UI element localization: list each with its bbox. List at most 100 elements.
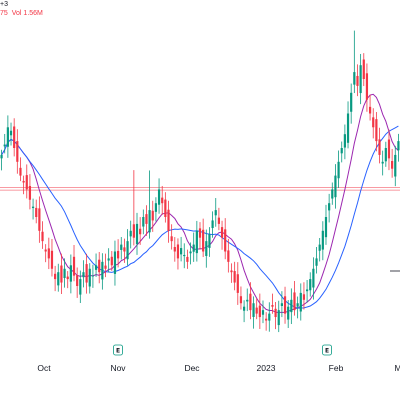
earnings-marker[interactable]: E bbox=[322, 344, 332, 356]
candle-body bbox=[38, 208, 41, 231]
candle-body bbox=[356, 75, 359, 86]
candle-body bbox=[227, 250, 230, 262]
candle-body bbox=[362, 59, 365, 79]
candle-body bbox=[236, 274, 239, 293]
candle-body bbox=[318, 244, 321, 251]
candle-body bbox=[154, 203, 158, 212]
candle-body bbox=[110, 256, 113, 266]
legend-values: 75 Vol 1.56M bbox=[0, 9, 45, 18]
candle-body bbox=[139, 228, 142, 235]
candle-body bbox=[224, 229, 227, 252]
candle-body bbox=[242, 306, 246, 311]
candle-body bbox=[69, 265, 72, 282]
candle-body bbox=[305, 289, 309, 292]
earnings-marker[interactable]: E bbox=[113, 344, 123, 356]
candle-body bbox=[331, 189, 334, 199]
candle-body bbox=[120, 244, 123, 250]
candle-body bbox=[372, 117, 375, 128]
candle-body bbox=[180, 248, 183, 255]
candle-body bbox=[101, 261, 104, 280]
candle-body bbox=[350, 92, 353, 112]
legend-change: +3 bbox=[0, 1, 8, 8]
candle-body bbox=[334, 175, 337, 198]
candle-body bbox=[208, 234, 211, 248]
candle-body bbox=[271, 305, 274, 307]
candle-body bbox=[94, 265, 98, 270]
candle-body bbox=[91, 275, 95, 277]
candle-body bbox=[387, 139, 391, 159]
candle-body bbox=[299, 292, 302, 312]
candle-body bbox=[176, 244, 180, 259]
candle-body bbox=[41, 231, 44, 242]
candle-body bbox=[107, 258, 110, 261]
candle-body bbox=[230, 270, 233, 273]
candle-body bbox=[22, 180, 25, 183]
earnings-badge[interactable] bbox=[113, 344, 123, 356]
candle-body bbox=[328, 203, 331, 211]
candle-body bbox=[76, 275, 79, 286]
candle-body bbox=[0, 154, 3, 159]
candle-body bbox=[142, 217, 145, 227]
legend-volume: Vol 1.56M bbox=[11, 10, 43, 17]
candle-body bbox=[353, 72, 356, 85]
candle-body bbox=[9, 130, 13, 136]
candle-body bbox=[337, 161, 340, 179]
candle-body bbox=[50, 250, 54, 269]
candle-body bbox=[368, 106, 372, 114]
candle-body bbox=[132, 224, 135, 238]
candle-body bbox=[391, 161, 394, 169]
candle-body bbox=[63, 268, 66, 278]
candle-body bbox=[104, 265, 107, 269]
candle-body bbox=[277, 310, 280, 326]
candle-body bbox=[19, 167, 22, 176]
candle-body bbox=[192, 244, 195, 252]
candle-body bbox=[135, 223, 139, 245]
x-axis: Oct Nov Dec 2023 Feb M bbox=[37, 363, 400, 373]
candle-body bbox=[343, 134, 346, 148]
candles bbox=[0, 30, 400, 333]
candle-body bbox=[186, 256, 189, 262]
candle-body bbox=[381, 161, 384, 164]
earnings-letter: E bbox=[325, 348, 329, 355]
candle-body bbox=[252, 303, 255, 317]
earnings-badge[interactable] bbox=[322, 344, 332, 356]
candle-body bbox=[239, 296, 243, 304]
candle-body bbox=[211, 220, 214, 229]
candle-body bbox=[384, 148, 387, 162]
candle-body bbox=[309, 279, 312, 291]
candle-body bbox=[82, 272, 85, 278]
candle-body bbox=[375, 119, 378, 142]
candle-body bbox=[44, 249, 47, 252]
candle-body bbox=[170, 236, 173, 242]
x-axis-label: M bbox=[394, 363, 400, 373]
candle-body bbox=[157, 189, 161, 205]
earnings-letter: E bbox=[116, 348, 120, 355]
candle-body bbox=[365, 73, 369, 100]
candle-body bbox=[117, 250, 120, 259]
candle-body bbox=[293, 292, 296, 311]
candle-body bbox=[249, 293, 252, 311]
candle-body bbox=[312, 268, 315, 288]
candle-body bbox=[397, 141, 400, 151]
candle-body bbox=[296, 303, 299, 307]
candle-body bbox=[346, 113, 350, 143]
candle-body bbox=[246, 299, 249, 302]
candle-body bbox=[148, 210, 151, 233]
candle-body bbox=[290, 299, 293, 313]
candle-body bbox=[202, 229, 205, 252]
candle-body bbox=[274, 308, 277, 318]
candle-body bbox=[321, 230, 324, 250]
candle-body bbox=[283, 296, 287, 314]
candle-body bbox=[195, 230, 198, 254]
candle-body bbox=[88, 268, 91, 287]
candle-body bbox=[98, 259, 101, 273]
candle-body bbox=[214, 210, 217, 216]
candle-body bbox=[183, 254, 186, 257]
x-axis-label: 2023 bbox=[257, 363, 276, 373]
candle-body bbox=[324, 217, 328, 238]
candle-body bbox=[113, 251, 117, 274]
price-lines bbox=[0, 187, 400, 191]
